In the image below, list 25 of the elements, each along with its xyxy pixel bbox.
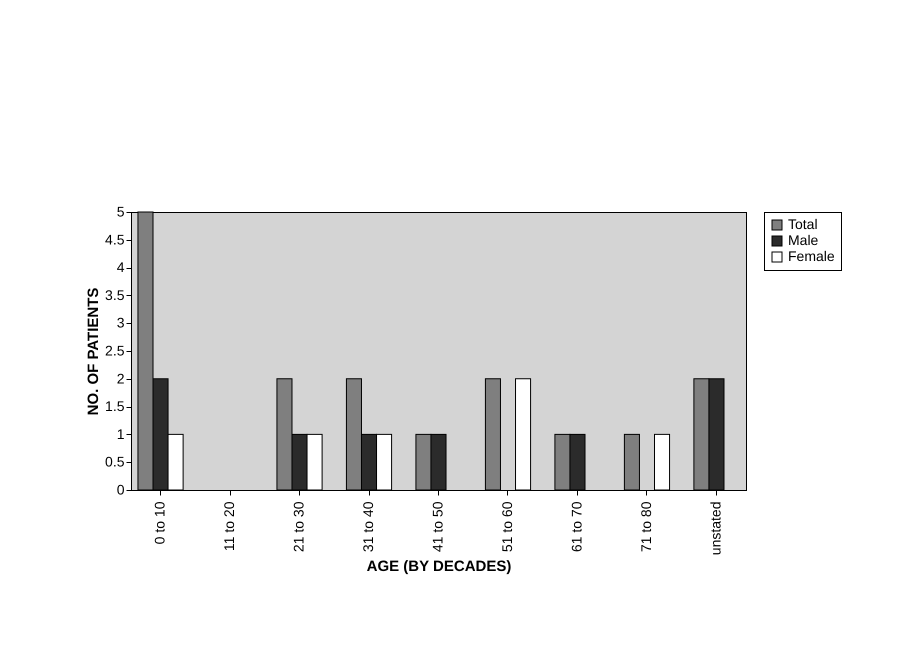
x-tick-label: 21 to 30 xyxy=(290,501,307,552)
y-tick-label: 0.5 xyxy=(105,454,125,470)
x-tick-label: 51 to 60 xyxy=(498,501,515,552)
y-tick-label: 4 xyxy=(116,259,125,276)
y-tick-label: 4.5 xyxy=(105,231,125,248)
y-axis-title: NO. OF PATIENTS xyxy=(85,288,102,416)
legend-label: Male xyxy=(788,232,819,248)
x-tick-label: 61 to 70 xyxy=(568,501,584,552)
y-tick-label: 2.5 xyxy=(105,342,125,358)
x-tick-label: unstated xyxy=(707,502,724,556)
y-tick-label: 3.5 xyxy=(105,286,125,303)
x-tick-label: 11 to 20 xyxy=(221,501,238,552)
y-tick-label: 1.5 xyxy=(105,398,125,414)
y-tick-label: 1 xyxy=(116,426,125,442)
x-tick-label: 31 to 40 xyxy=(360,501,376,552)
x-tick-label: 71 to 80 xyxy=(638,501,654,552)
y-tick-label: 3 xyxy=(116,314,125,331)
x-tick-label: 0 to 10 xyxy=(152,501,168,544)
y-tick-label: 0 xyxy=(116,482,125,498)
x-axis-title: AGE (BY DECADES) xyxy=(366,558,512,576)
y-tick-label: 5 xyxy=(116,204,125,220)
y-tick-label: 2 xyxy=(116,370,125,386)
legend-label: Female xyxy=(788,248,835,264)
x-tick-label: 41 to 50 xyxy=(430,501,446,552)
legend-label: Total xyxy=(788,216,818,232)
